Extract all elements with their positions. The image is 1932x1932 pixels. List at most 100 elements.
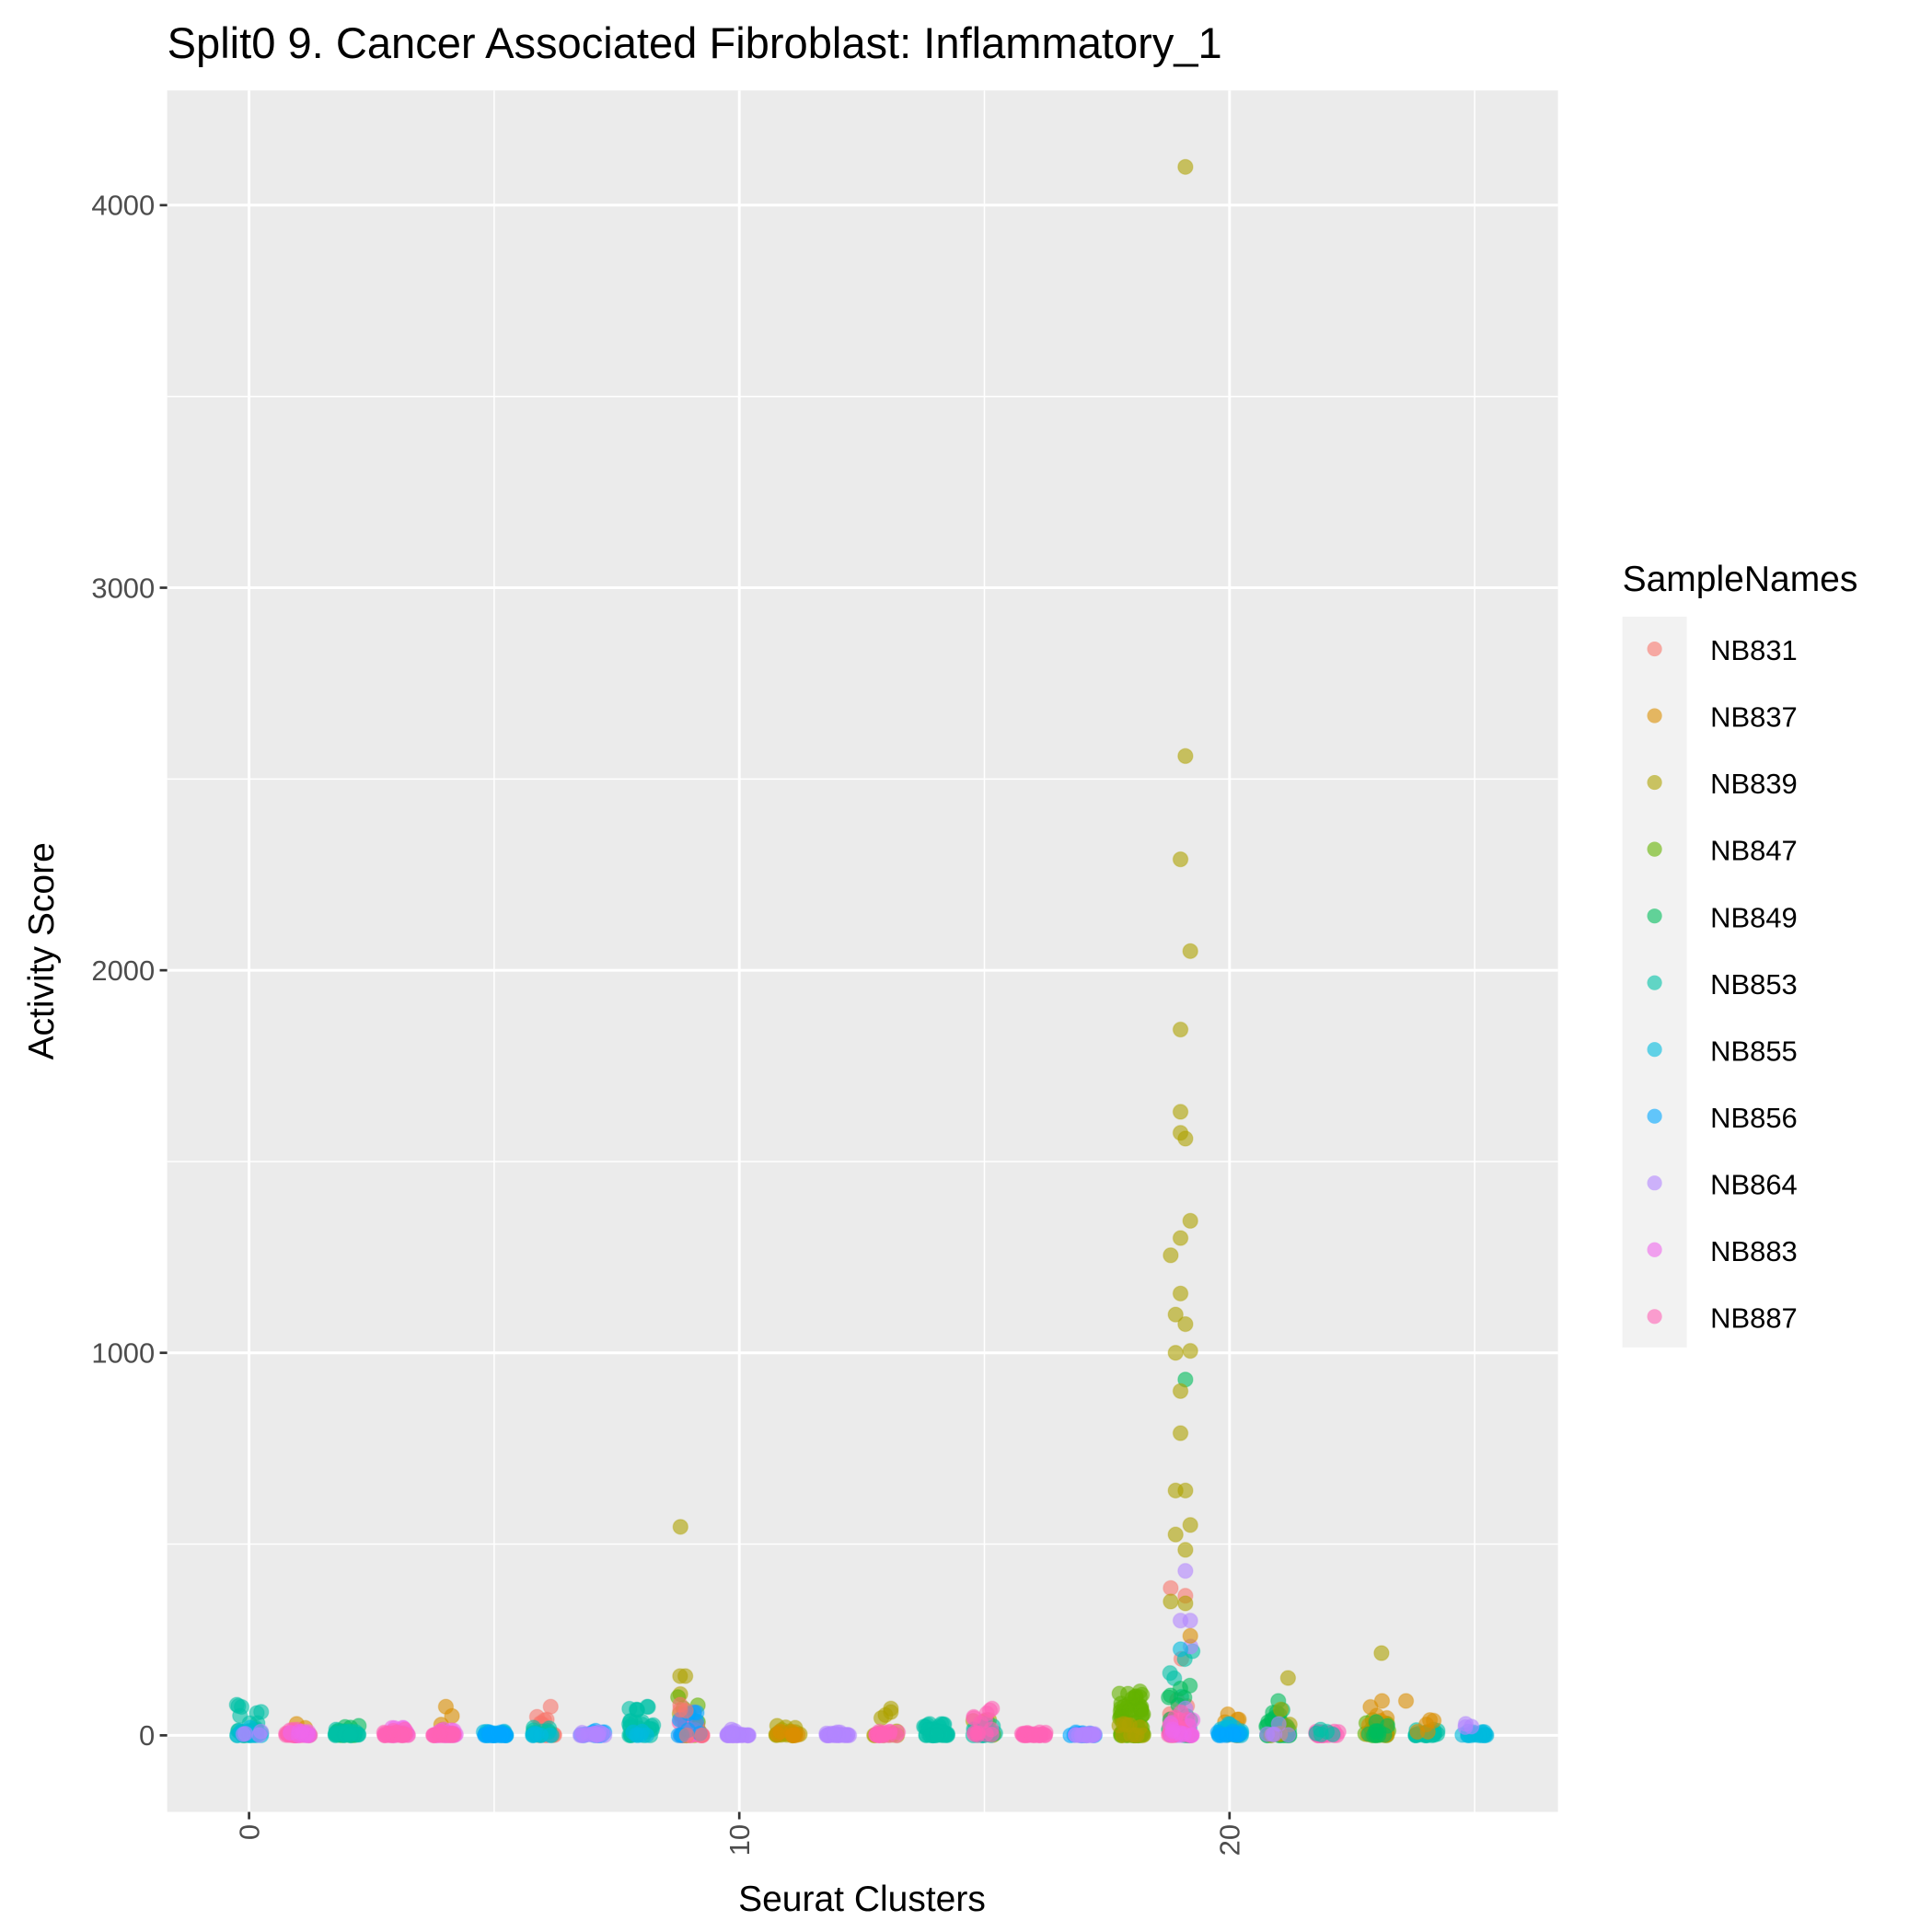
data-point [1037,1724,1054,1741]
data-point [1067,1726,1084,1743]
data-point [1272,1701,1290,1718]
data-point [1182,943,1198,960]
data-point [1182,1517,1198,1533]
data-point [1177,1595,1194,1612]
data-point [678,1727,695,1744]
legend-key-nb849 [1647,908,1662,924]
data-point [1279,1670,1297,1686]
chart-title: Split0 9. Cancer Associated Fibroblast: … [168,18,1222,67]
data-point [677,1702,694,1719]
data-point [1133,1686,1151,1703]
data-point [827,1725,844,1742]
data-point [1373,1645,1390,1661]
gridlines [167,90,1558,1812]
data-point [1163,1593,1179,1610]
data-point [444,1707,460,1725]
data-point [294,1723,311,1740]
data-point [769,1726,786,1742]
data-point [1172,850,1189,868]
x-axis-title: Seurat Clusters [738,1880,986,1919]
data-point [1397,1693,1415,1709]
legend-label-nb864: NB864 [1710,1168,1798,1200]
legend-label-nb839: NB839 [1710,768,1798,800]
data-point [1232,1725,1248,1742]
y-tick-label: 3000 [91,572,155,604]
data-point [640,1698,656,1716]
y-tick-label: 1000 [91,1337,155,1370]
legend-key-nb887 [1647,1309,1662,1325]
data-point [875,1727,892,1744]
data-point [928,1727,945,1743]
legend-label-nb849: NB849 [1710,901,1798,933]
data-point [1172,1382,1189,1400]
data-point [694,1727,711,1744]
data-point [1182,1342,1198,1359]
plot-panel [167,90,1558,1812]
legend-key-nb831 [1647,641,1662,657]
data-point [1172,1425,1189,1441]
data-point [1457,1718,1474,1736]
legend-key-nb853 [1647,975,1662,990]
data-point [873,1709,890,1727]
data-point [1376,1727,1393,1743]
legend-label-nb887: NB887 [1710,1301,1798,1334]
data-point [1209,1724,1226,1741]
data-point [1164,1723,1182,1740]
data-point [587,1727,605,1744]
x-tick-label: 20 [1214,1824,1246,1856]
legend-key-nb837 [1647,708,1662,723]
data-point [1183,1727,1199,1744]
legend-key-nb883 [1647,1242,1662,1257]
data-point [1134,1727,1151,1744]
data-point [1360,1726,1377,1742]
data-point [1182,1212,1198,1230]
legend: NB831 NB837 NB839 NB847 NB849 NB853 NB855 NB856… [1622,617,1798,1348]
data-point [628,1727,644,1743]
data-point [250,1727,268,1743]
data-point [1172,1021,1189,1038]
data-point [677,1668,694,1684]
data-point [1409,1723,1426,1741]
data-point [1184,1711,1201,1729]
data-point [1163,1247,1179,1264]
y-tick-label: 2000 [91,954,155,987]
data-point [230,1697,247,1715]
y-tick-label: 0 [139,1719,155,1752]
y-tick-label: 4000 [91,190,155,222]
data-point [1167,1306,1184,1323]
legend-key-nb847 [1647,841,1662,857]
data-points [228,158,1495,1744]
data-point [1177,1315,1194,1333]
data-point [252,1704,270,1720]
data-point [1172,1641,1189,1658]
data-point [790,1726,806,1743]
legend-label-nb855: NB855 [1710,1035,1798,1067]
data-point [491,1727,508,1744]
legend-label-nb847: NB847 [1710,835,1798,867]
data-point [572,1727,589,1744]
data-point [393,1727,411,1743]
data-point [541,1727,559,1743]
data-point [1163,1579,1179,1597]
data-point [1177,1542,1194,1558]
data-point [1177,1482,1194,1499]
data-point [1133,1702,1150,1719]
data-point [235,1726,252,1742]
legend-key-nb855 [1647,1042,1662,1058]
legend-key-nb856 [1647,1108,1662,1124]
data-point [1177,747,1194,765]
data-point [1182,1627,1198,1645]
y-axis: 0 1000 2000 3000 4000 [91,190,168,1752]
data-point [341,1727,359,1744]
legend-key-nb839 [1647,775,1662,791]
legend-label-nb856: NB856 [1710,1102,1798,1134]
data-point [1024,1727,1041,1743]
data-point [1258,1726,1276,1742]
data-point [1177,158,1194,176]
legend-title: SampleNames [1623,560,1858,599]
x-tick-label: 10 [723,1824,756,1856]
data-point [1162,1664,1178,1682]
data-point [672,1519,689,1535]
